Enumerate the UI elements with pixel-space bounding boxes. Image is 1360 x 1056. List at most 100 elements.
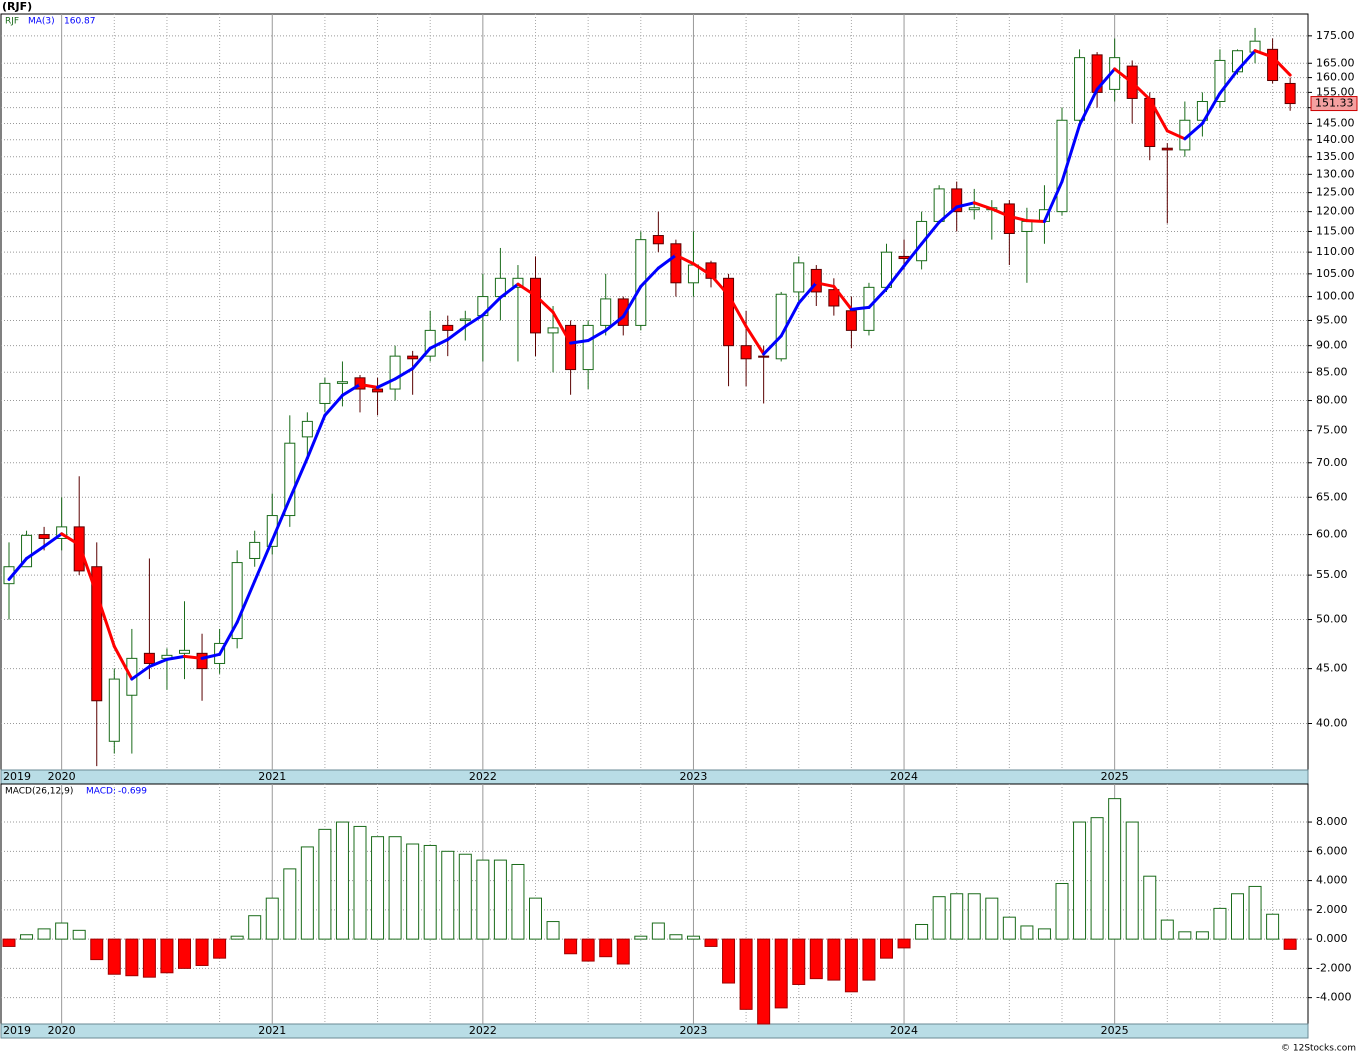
candle-body: [1267, 48, 1279, 82]
ma-line: [183, 654, 204, 660]
y-tick-label: -4.000: [1316, 991, 1351, 1004]
macd-bar: [265, 897, 279, 940]
ma-line: [709, 273, 731, 297]
candle-body: [617, 298, 629, 326]
macd-bar: [371, 836, 385, 940]
ma-line: [411, 346, 432, 370]
macd-bar: [2, 938, 16, 947]
macd-bar: [809, 938, 823, 980]
ma-line: [1148, 97, 1169, 133]
candle-body: [38, 534, 50, 539]
y-tick-label: 6.000: [1316, 844, 1348, 857]
y-tick-label: 130.00: [1316, 167, 1355, 180]
macd-bar: [1002, 916, 1016, 940]
macd-bar: [160, 938, 174, 974]
ma-line: [955, 201, 976, 209]
candle-body: [547, 327, 559, 334]
macd-bar: [511, 863, 525, 940]
macd-bar: [1266, 913, 1280, 940]
macd-bar: [827, 938, 841, 981]
macd-bar: [599, 938, 613, 958]
macd-bar: [388, 836, 402, 940]
candle-body: [372, 388, 384, 393]
macd-bar: [1195, 931, 1209, 940]
macd-bar: [546, 921, 560, 940]
macd-bar: [493, 859, 507, 940]
last-price-box: [1310, 96, 1358, 112]
candle-body: [1284, 82, 1296, 105]
y-tick-label: 50.00: [1316, 613, 1348, 626]
ma-line: [867, 287, 888, 309]
candle-body: [845, 310, 857, 331]
ma-line: [1218, 68, 1239, 95]
ma-line: [797, 281, 818, 305]
ma-line: [498, 282, 520, 300]
y-tick-label: 4.000: [1316, 874, 1348, 887]
candle-body: [951, 188, 963, 213]
ma-line: [902, 242, 924, 268]
macd-bar: [1283, 938, 1297, 950]
y-tick-label: 45.00: [1316, 662, 1348, 675]
macd-bar: [616, 938, 630, 965]
ma-line: [1271, 55, 1292, 77]
ma-line: [270, 497, 292, 542]
candle-body: [968, 207, 980, 211]
macd-bar: [792, 938, 806, 985]
macd-bar: [423, 844, 437, 940]
candle-body: [600, 298, 612, 326]
candle-body: [582, 324, 594, 371]
macd-bar: [581, 938, 595, 962]
macd-bar: [230, 935, 244, 940]
ma-line: [849, 305, 871, 311]
macd-bar: [1213, 907, 1227, 940]
ma-line: [358, 383, 380, 389]
macd-bar: [1178, 931, 1192, 940]
y-tick-label: 0.000: [1316, 932, 1348, 945]
macd-panel: [0, 783, 1309, 1025]
ma-line: [218, 620, 239, 656]
macd-bar: [897, 938, 911, 949]
macd-bar: [774, 938, 788, 1009]
candle-body: [442, 324, 454, 331]
macd-bar: [195, 938, 209, 966]
macd-bar: [318, 828, 332, 940]
ma-line: [727, 293, 748, 328]
ma-line: [1042, 180, 1064, 223]
x-tick-label: 2022: [469, 770, 497, 783]
ma-line: [972, 201, 994, 211]
macd-bar: [1090, 817, 1104, 940]
candle-body: [179, 649, 190, 654]
ma-line: [288, 456, 309, 501]
y-tick-label: 100.00: [1316, 290, 1355, 303]
candle-body: [196, 652, 208, 670]
y-tick-label: 155.00: [1316, 85, 1355, 98]
y-tick-label: 90.00: [1316, 339, 1348, 352]
ma-line: [1025, 219, 1046, 223]
y-tick-label: 140.00: [1316, 133, 1355, 146]
ma-line: [639, 266, 660, 288]
macd-bar: [178, 938, 191, 969]
ma-line: [920, 220, 941, 246]
x-tick-label: 2021: [258, 770, 286, 783]
ma-line: [779, 301, 801, 338]
ma-line: [1060, 123, 1082, 184]
x-tick-label: 2023: [679, 770, 707, 783]
macd-bar: [125, 938, 139, 977]
ma-line: [516, 282, 537, 298]
ma-line: [551, 310, 573, 345]
candle-body: [793, 262, 805, 293]
candle-body: [530, 277, 541, 334]
macd-bar: [142, 938, 156, 978]
ma-line: [937, 205, 959, 224]
candle-body: [407, 355, 419, 360]
ma-line: [691, 262, 713, 277]
ma-line: [1095, 67, 1117, 91]
x-tick-label: 2022: [469, 1024, 497, 1037]
macd-bar: [107, 938, 121, 975]
y-tick-label: 80.00: [1316, 394, 1348, 407]
ma-line: [1113, 67, 1134, 85]
ma-line: [130, 665, 151, 681]
x-tick-label: 2019: [3, 770, 31, 783]
legend-value: 160.87: [64, 17, 96, 27]
y-tick-label: 8.000: [1316, 815, 1348, 828]
